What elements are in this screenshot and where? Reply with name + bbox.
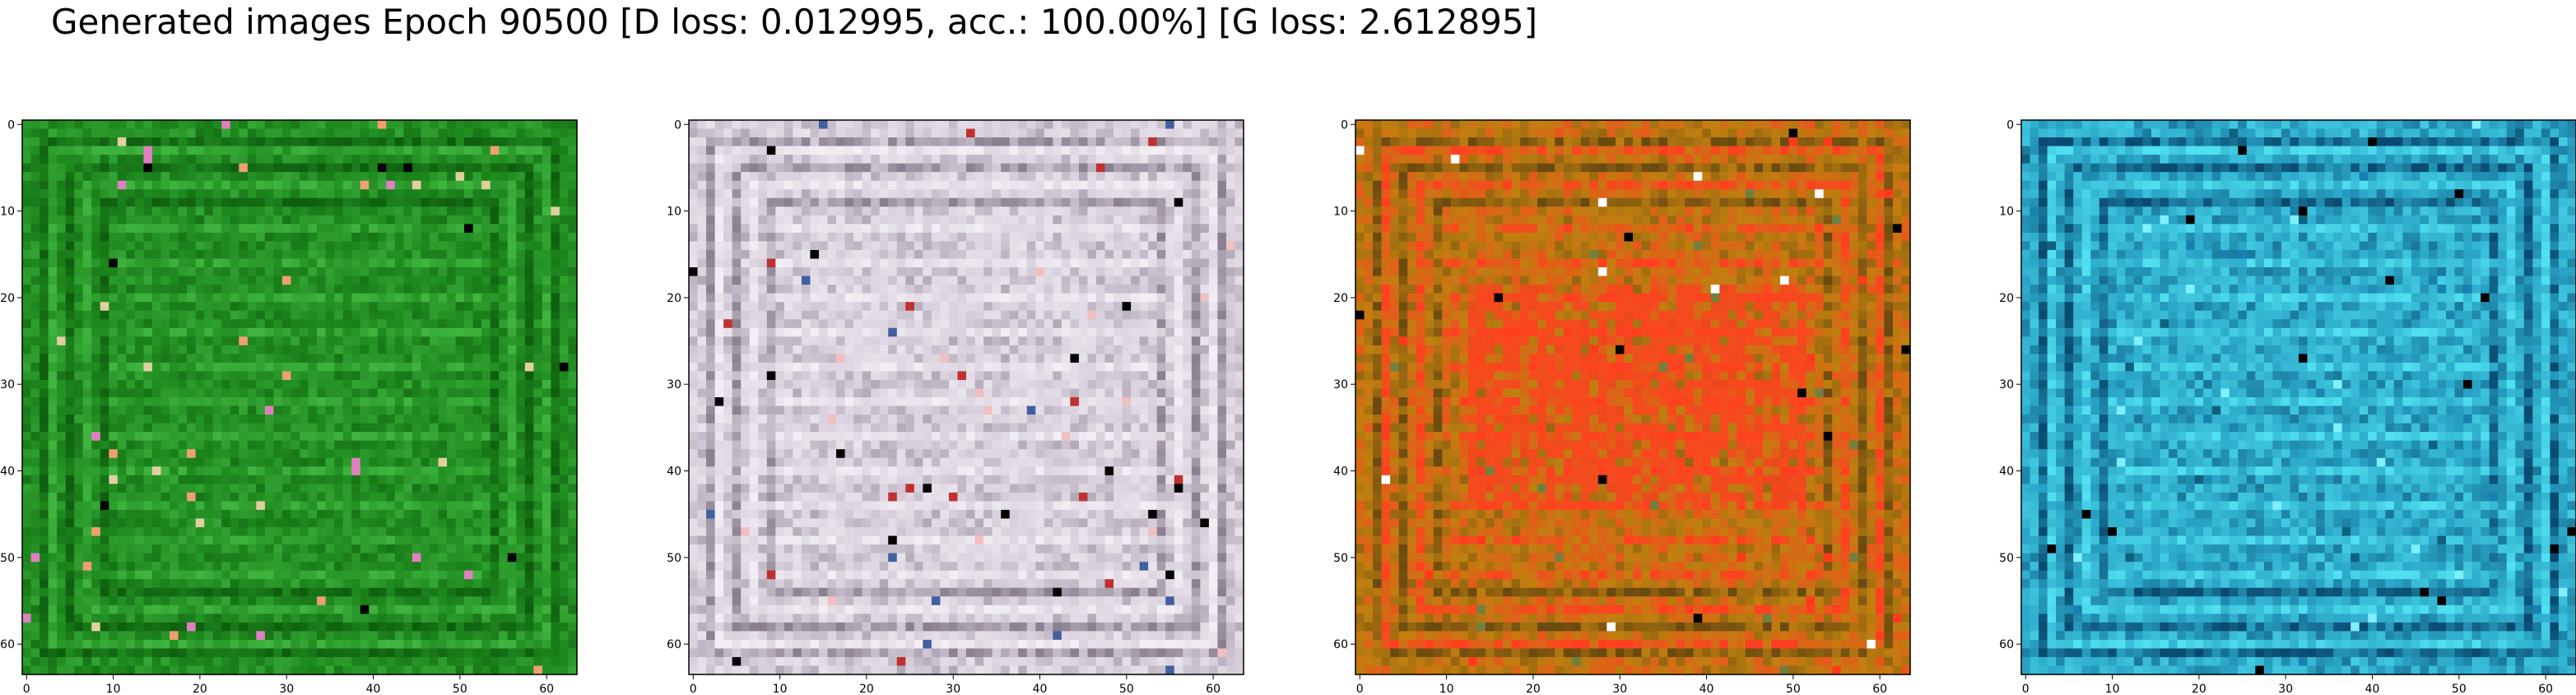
x-tick-label: 40 xyxy=(366,683,381,695)
x-tick-label: 30 xyxy=(1612,683,1627,695)
y-tick-label: 0 xyxy=(674,118,681,132)
y-tick-label: 20 xyxy=(667,292,681,305)
y-tick-label: 20 xyxy=(1333,292,1348,305)
y-tick-label: 40 xyxy=(1999,466,2014,479)
y-tick-label: 50 xyxy=(0,552,15,565)
x-tick-label: 0 xyxy=(1356,683,1364,695)
x-tick-label: 50 xyxy=(1119,683,1134,695)
y-tick-label: 10 xyxy=(0,206,15,219)
x-tick-label: 40 xyxy=(1700,683,1714,695)
y-tick-label: 60 xyxy=(0,638,15,651)
x-tick-label: 60 xyxy=(539,683,554,695)
y-tick-label: 50 xyxy=(1333,552,1348,565)
x-tick-label: 10 xyxy=(2105,683,2120,695)
y-tick-label: 40 xyxy=(0,466,15,479)
x-tick-label: 50 xyxy=(1786,683,1801,695)
axes-frame xyxy=(2020,119,2576,675)
x-tick-label: 60 xyxy=(1206,683,1221,695)
x-tick-label: 0 xyxy=(2022,683,2030,695)
x-tick-label: 60 xyxy=(2538,683,2553,695)
x-tick-label: 20 xyxy=(1526,683,1541,695)
axes-frame xyxy=(688,119,1244,675)
x-tick-label: 0 xyxy=(690,683,697,695)
x-tick-label: 40 xyxy=(1033,683,1048,695)
x-tick-label: 60 xyxy=(1872,683,1887,695)
y-tick-label: 40 xyxy=(1333,466,1348,479)
y-tick-label: 0 xyxy=(2006,118,2014,132)
axes-frame xyxy=(1355,119,1911,675)
x-tick-label: 0 xyxy=(23,683,30,695)
y-tick-label: 0 xyxy=(7,118,15,132)
pixel-grid xyxy=(22,120,578,675)
y-tick-label: 30 xyxy=(667,378,681,392)
x-tick-label: 30 xyxy=(2278,683,2293,695)
y-tick-label: 60 xyxy=(1999,638,2014,651)
y-tick-label: 0 xyxy=(1341,118,1348,132)
y-tick-label: 30 xyxy=(1999,378,2014,392)
y-tick-label: 10 xyxy=(1999,206,2014,219)
x-tick-label: 20 xyxy=(859,683,874,695)
x-tick-label: 40 xyxy=(2365,683,2380,695)
y-tick-label: 40 xyxy=(667,466,681,479)
y-tick-label: 50 xyxy=(667,552,681,565)
pixel-grid xyxy=(689,120,1244,675)
axes-frame xyxy=(21,119,578,675)
x-tick-label: 30 xyxy=(279,683,294,695)
x-tick-label: 20 xyxy=(193,683,207,695)
x-tick-label: 30 xyxy=(946,683,960,695)
figure-title: Generated images Epoch 90500 [D loss: 0.… xyxy=(50,2,1538,42)
y-tick-label: 50 xyxy=(1999,552,2014,565)
y-tick-label: 30 xyxy=(1333,378,1348,392)
x-tick-label: 10 xyxy=(1439,683,1454,695)
x-tick-label: 10 xyxy=(773,683,788,695)
y-tick-label: 20 xyxy=(0,292,15,305)
pixel-grid xyxy=(2021,120,2576,675)
y-tick-label: 10 xyxy=(667,206,681,219)
x-tick-label: 50 xyxy=(453,683,467,695)
pixel-grid xyxy=(1355,120,1911,675)
y-tick-label: 60 xyxy=(1333,638,1348,651)
x-tick-label: 10 xyxy=(106,683,121,695)
y-tick-label: 60 xyxy=(667,638,681,651)
y-tick-label: 20 xyxy=(1999,292,2014,305)
y-tick-label: 30 xyxy=(0,378,15,392)
y-tick-label: 10 xyxy=(1333,206,1348,219)
x-tick-label: 50 xyxy=(2452,683,2467,695)
x-tick-label: 20 xyxy=(2192,683,2206,695)
